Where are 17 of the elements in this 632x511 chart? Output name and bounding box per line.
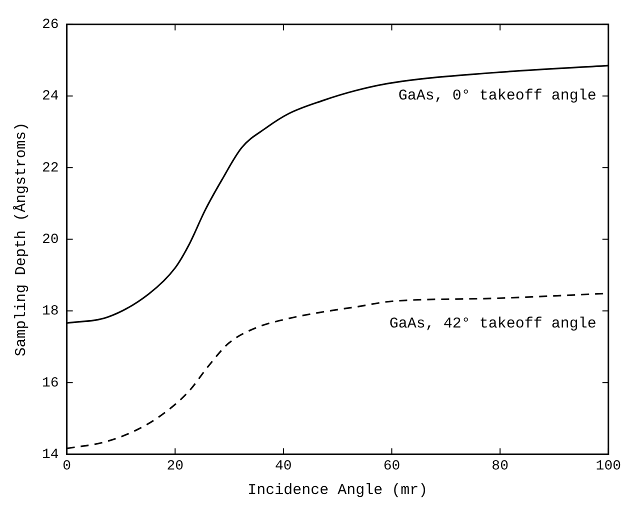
x-tick-label: 0 xyxy=(62,458,72,474)
x-tick-label: 80 xyxy=(492,458,508,474)
x-tick-label: 20 xyxy=(166,458,184,474)
y-tick-label: 14 xyxy=(42,446,59,463)
y-tick-label: 26 xyxy=(42,17,59,34)
x-tick-label: 100 xyxy=(596,458,622,474)
x-tick-label: 40 xyxy=(275,458,292,474)
y-tick-label: 16 xyxy=(42,375,59,392)
legend-label: GaAs, 0° takeoff angle xyxy=(398,88,596,105)
y-tick-label: 20 xyxy=(42,232,59,248)
y-axis-title: Sampling Depth (Ångstroms) xyxy=(12,122,30,356)
x-tick-label: 60 xyxy=(383,458,400,474)
y-tick-label: 24 xyxy=(42,88,59,105)
y-tick-label: 18 xyxy=(42,304,59,320)
x-axis-title: Incidence Angle (mr) xyxy=(248,482,428,499)
y-tick-label: 22 xyxy=(42,160,59,176)
series-label: GaAs, 42° takeoff angle xyxy=(389,315,596,332)
